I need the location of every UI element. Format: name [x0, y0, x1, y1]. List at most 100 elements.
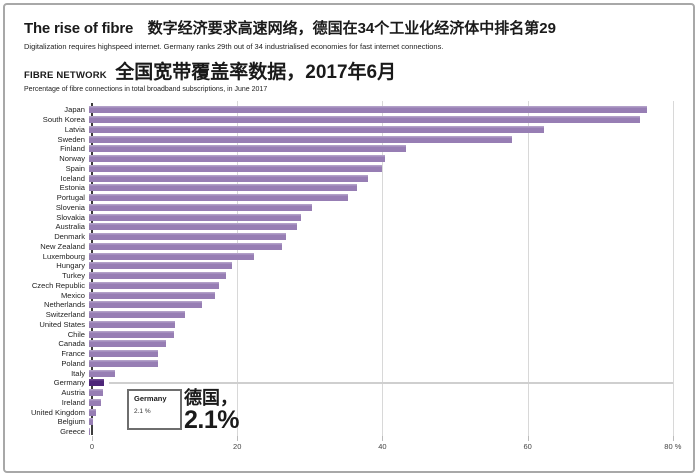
chart-row: Netherlands: [44, 300, 691, 310]
country-label: New Zealand: [40, 241, 85, 251]
bar-track: [89, 155, 691, 163]
bar-track: [89, 311, 691, 319]
chart-row: Portugal: [57, 193, 691, 203]
gridline-80: [672, 101, 674, 437]
bar-track: [89, 350, 691, 358]
bar-italy: [89, 369, 116, 377]
bar-track: [89, 408, 691, 416]
chart-row: Czech Republic: [32, 281, 691, 291]
germany-annotation: Germany 2.1 % 德国， 2.1%: [127, 389, 239, 433]
chart-row: Iceland: [61, 173, 691, 183]
chart-row: Germany: [54, 378, 691, 388]
section-title-zh: 全国宽带覆盖率数据，2017年6月: [115, 62, 397, 83]
tick-mark-40: [382, 436, 384, 441]
chart-row: Belgium: [58, 417, 691, 427]
bar-ireland: [89, 398, 101, 406]
chart-row: Sweden: [58, 134, 691, 144]
chart-row: Luxembourg: [43, 251, 691, 261]
bar-track: [89, 213, 691, 221]
country-label: Turkey: [62, 271, 85, 281]
tick-label-0: 0: [89, 442, 95, 451]
chart-row: Japan: [64, 105, 691, 115]
country-label: Spain: [65, 163, 85, 173]
bar-track: [89, 145, 691, 153]
country-label: Netherlands: [44, 300, 85, 310]
plot-area: Japan South Korea Latvia Sweden Finland Norwa…: [31, 101, 691, 437]
tick-mark-20: [237, 436, 239, 441]
bar-united-kingdom: [89, 408, 96, 416]
country-label: France: [61, 349, 85, 359]
page-subtitle: Digitalization requires highspeed intern…: [24, 42, 444, 51]
bar-belgium: [89, 418, 93, 426]
chart-row: Italy: [71, 368, 691, 378]
country-label: Iceland: [60, 173, 86, 183]
bar-denmark: [89, 233, 287, 241]
chart-row: Estonia: [60, 183, 691, 193]
country-label: United Kingdom: [30, 407, 85, 417]
country-label: Estonia: [59, 183, 85, 193]
bar-track: [89, 359, 691, 367]
country-label: Switzerland: [45, 310, 85, 320]
country-label: Japan: [64, 105, 85, 115]
bar-track: [89, 428, 691, 436]
country-label: Germany: [53, 378, 85, 388]
bar-track: [89, 398, 691, 406]
country-label: Austria: [61, 388, 85, 398]
bar-track: [89, 320, 691, 328]
bar-track: [89, 194, 691, 202]
bar-chart: Japan South Korea Latvia Sweden Finland Norwa…: [5, 101, 693, 453]
bar-chile: [89, 330, 174, 338]
infographic-frame: The rise of fibre 数字经济要求高速网络，德国在34个工业化经济…: [3, 3, 695, 473]
country-label: South Korea: [42, 115, 85, 125]
bar-hungary: [89, 262, 233, 270]
country-label: Portugal: [56, 193, 85, 203]
tick-label-40: 40: [378, 442, 387, 451]
country-label: Denmark: [54, 232, 85, 242]
annotation-box-label: Germany: [134, 394, 167, 403]
tick-mark-0: [92, 436, 93, 441]
bar-track: [89, 379, 691, 387]
chart-row: Latvia: [65, 125, 691, 135]
annotation-box: Germany 2.1 %: [127, 389, 182, 430]
annotation-leader-line: [109, 382, 673, 384]
chart-row: United Kingdom: [31, 407, 691, 417]
bar-track: [89, 330, 691, 338]
bar-track: [89, 135, 691, 143]
bar-track: [89, 340, 691, 348]
chart-row: Denmark: [54, 232, 691, 242]
chart-row: Greece: [60, 427, 691, 437]
annotation-big-line2: 2.1%: [184, 406, 239, 434]
chart-row: Hungary: [56, 261, 691, 271]
chart-rows: Japan South Korea Latvia Sweden Finland Norwa…: [31, 105, 691, 437]
gridline-40: [382, 101, 384, 437]
country-label: Luxembourg: [42, 251, 85, 261]
chart-row: France: [61, 349, 691, 359]
country-label: Czech Republic: [31, 280, 85, 290]
bar-new-zealand: [89, 242, 282, 250]
chart-row: Finland: [60, 144, 691, 154]
annotation-big-line1: 德国，: [184, 388, 238, 408]
country-label: Poland: [61, 358, 85, 368]
header: The rise of fibre 数字经济要求高速网络，德国在34个工业化经济…: [5, 5, 693, 93]
bar-track: [89, 281, 691, 289]
bar-track: [89, 301, 691, 309]
bar-turkey: [89, 272, 227, 280]
chart-row: New Zealand: [40, 242, 691, 252]
chart-row: Ireland: [62, 398, 691, 408]
page-title-en: The rise of fibre: [24, 20, 134, 37]
country-label: Latvia: [64, 124, 85, 134]
tick-label-20: 20: [233, 442, 242, 451]
bar-track: [89, 291, 691, 299]
bar-iceland: [89, 174, 368, 182]
chart-row: Mexico: [61, 290, 691, 300]
country-label: Italy: [71, 368, 85, 378]
country-label: Mexico: [60, 290, 85, 300]
bar-south-korea: [89, 116, 640, 124]
bar-track: [89, 174, 691, 182]
tick-label-60: 60: [523, 442, 532, 451]
chart-row: Switzerland: [46, 310, 691, 320]
country-label: Australia: [55, 222, 85, 232]
annotation-big-text: 德国， 2.1%: [184, 389, 239, 433]
bar-austria: [89, 389, 103, 397]
bar-track: [89, 106, 691, 114]
